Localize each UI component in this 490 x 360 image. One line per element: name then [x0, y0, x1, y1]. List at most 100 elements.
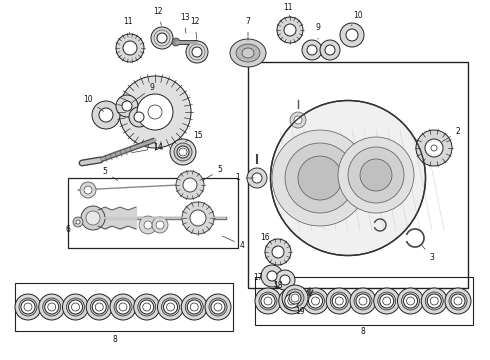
Circle shape	[283, 292, 301, 310]
Circle shape	[425, 292, 443, 310]
Circle shape	[451, 294, 465, 308]
Circle shape	[81, 206, 105, 230]
Polygon shape	[248, 62, 468, 288]
Text: 17: 17	[253, 274, 263, 283]
Circle shape	[90, 298, 108, 316]
Circle shape	[95, 303, 103, 311]
Circle shape	[157, 33, 167, 43]
Circle shape	[92, 300, 106, 314]
Circle shape	[380, 294, 394, 308]
Bar	[15, 283, 233, 331]
Circle shape	[190, 303, 198, 311]
Circle shape	[67, 298, 84, 316]
Circle shape	[252, 173, 262, 183]
Circle shape	[272, 246, 284, 258]
Circle shape	[69, 300, 82, 314]
Text: 10: 10	[83, 95, 104, 111]
Circle shape	[445, 288, 471, 314]
Circle shape	[427, 141, 441, 155]
Circle shape	[45, 300, 59, 314]
Circle shape	[267, 271, 277, 281]
Circle shape	[183, 178, 197, 192]
Circle shape	[140, 300, 154, 314]
Text: 16: 16	[260, 234, 275, 248]
Circle shape	[156, 221, 164, 229]
Circle shape	[359, 297, 367, 305]
Circle shape	[401, 292, 419, 310]
Text: 11: 11	[283, 4, 293, 18]
Circle shape	[176, 171, 204, 199]
Circle shape	[92, 101, 120, 129]
Circle shape	[86, 211, 100, 225]
Circle shape	[282, 285, 308, 311]
Circle shape	[340, 23, 364, 47]
Polygon shape	[68, 178, 238, 248]
Circle shape	[454, 297, 462, 305]
Circle shape	[259, 292, 277, 310]
Circle shape	[307, 45, 317, 55]
Circle shape	[80, 182, 96, 198]
Circle shape	[174, 143, 192, 161]
Circle shape	[330, 292, 348, 310]
Circle shape	[162, 298, 179, 316]
Circle shape	[326, 288, 352, 314]
Text: 8: 8	[361, 328, 366, 337]
Text: 18: 18	[273, 280, 283, 289]
Circle shape	[407, 297, 415, 305]
Circle shape	[288, 297, 296, 305]
Circle shape	[19, 298, 37, 316]
Circle shape	[21, 300, 35, 314]
Circle shape	[302, 288, 328, 314]
Circle shape	[157, 294, 183, 320]
Circle shape	[137, 94, 173, 130]
Text: 5: 5	[202, 166, 222, 181]
Circle shape	[360, 159, 392, 191]
Circle shape	[431, 145, 437, 151]
Circle shape	[151, 27, 173, 49]
Circle shape	[338, 137, 414, 213]
Circle shape	[63, 294, 89, 320]
Circle shape	[164, 300, 177, 314]
Circle shape	[116, 95, 138, 117]
Circle shape	[140, 97, 170, 127]
Circle shape	[286, 289, 304, 307]
Text: 19: 19	[295, 307, 305, 316]
Circle shape	[205, 294, 231, 320]
Circle shape	[275, 270, 295, 290]
Circle shape	[397, 288, 423, 314]
Circle shape	[182, 202, 214, 234]
Circle shape	[416, 130, 452, 166]
Circle shape	[139, 216, 157, 234]
Circle shape	[179, 148, 187, 156]
Circle shape	[312, 297, 319, 305]
Text: 7: 7	[245, 18, 250, 40]
Circle shape	[110, 294, 136, 320]
Circle shape	[307, 292, 324, 310]
Text: 12: 12	[190, 18, 200, 39]
Circle shape	[143, 303, 151, 311]
Circle shape	[427, 294, 441, 308]
Circle shape	[84, 186, 92, 194]
Circle shape	[72, 303, 79, 311]
Circle shape	[421, 288, 447, 314]
Text: 11: 11	[123, 18, 133, 33]
Circle shape	[265, 239, 291, 265]
Circle shape	[192, 47, 202, 57]
Text: 15: 15	[185, 130, 203, 142]
Circle shape	[86, 294, 112, 320]
Circle shape	[116, 34, 144, 62]
Bar	[255, 277, 473, 325]
Text: 5: 5	[102, 167, 118, 180]
Circle shape	[425, 139, 443, 157]
Circle shape	[309, 294, 322, 308]
Circle shape	[291, 294, 299, 302]
Circle shape	[247, 168, 267, 188]
Circle shape	[177, 146, 189, 158]
Circle shape	[302, 40, 322, 60]
Text: 9: 9	[316, 23, 320, 39]
Circle shape	[48, 303, 56, 311]
Circle shape	[298, 156, 342, 200]
Circle shape	[73, 217, 83, 227]
Circle shape	[99, 108, 113, 122]
Circle shape	[186, 41, 208, 63]
